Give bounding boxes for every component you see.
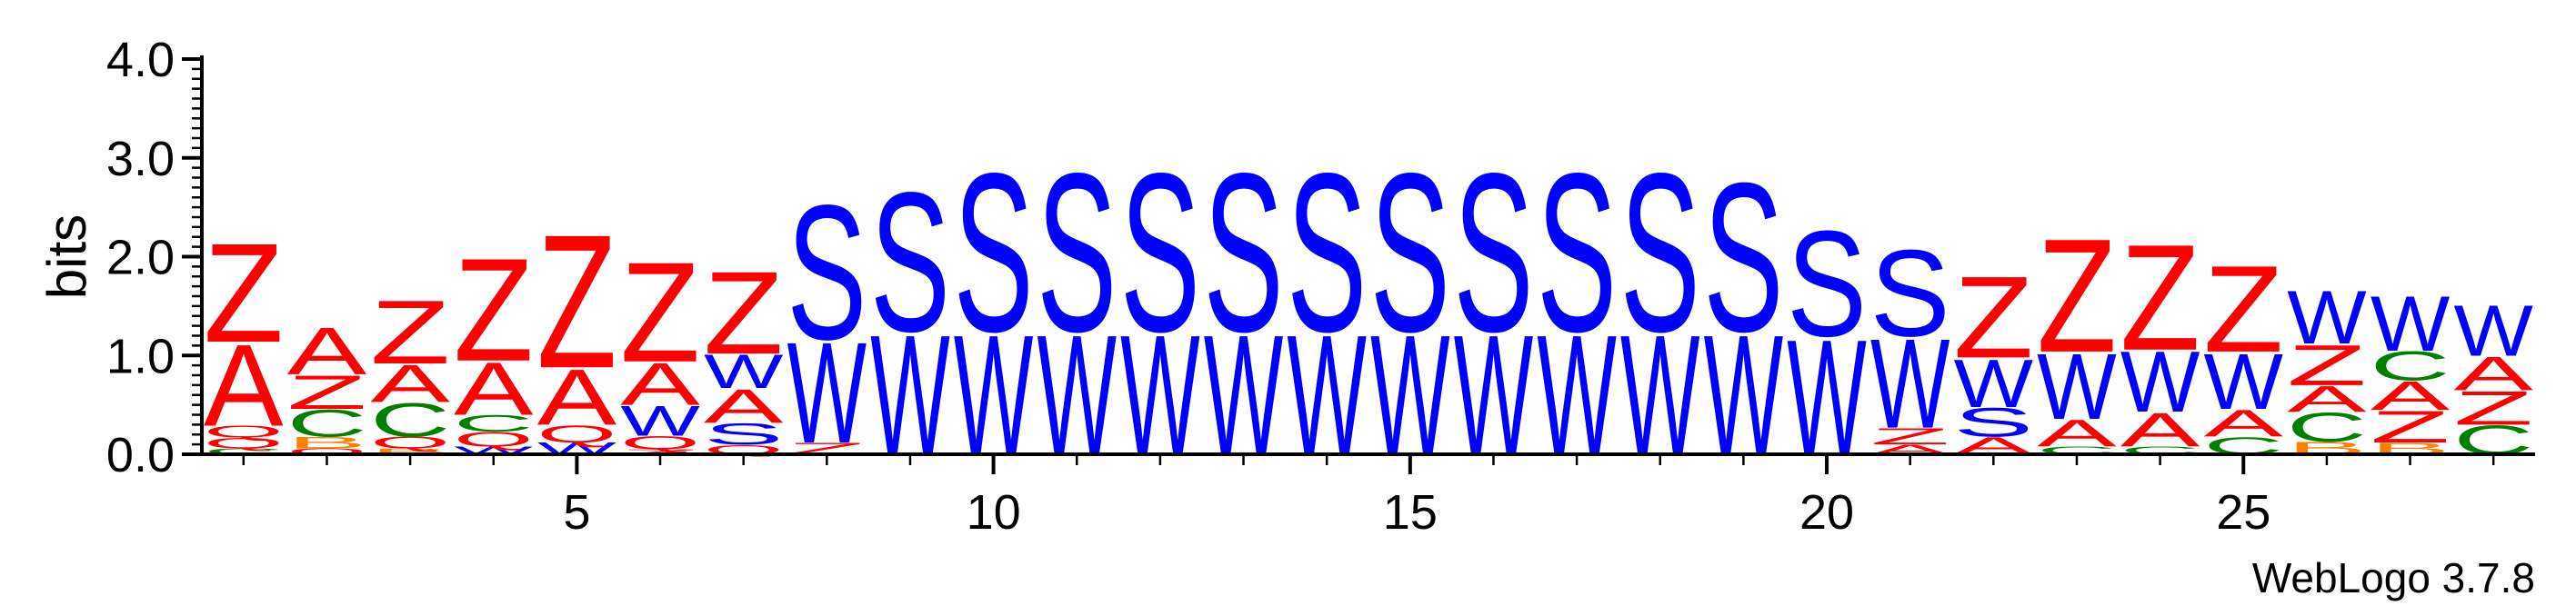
logo-letter-a: A: [2453, 347, 2533, 401]
logo-letter-a: A: [287, 313, 367, 389]
logo-letter-z: Z: [204, 214, 284, 372]
logo-letter-s: S: [1453, 127, 1533, 379]
logo-letter-s: S: [1120, 127, 1200, 379]
logo-letter-a: A: [204, 320, 284, 451]
x-tick-label: 10: [967, 485, 1021, 540]
logo-letter-s: S: [1870, 225, 1950, 363]
logo-letter-w: W: [1954, 345, 2034, 422]
y-tick-label: 2.0: [106, 231, 175, 285]
logo-letter-q: Q: [286, 447, 366, 456]
x-tick-label: 20: [1799, 485, 1854, 540]
logo-letter-w: W: [2037, 333, 2116, 439]
logo-letter-q: Q: [536, 421, 616, 448]
y-tick-label: 4.0: [106, 33, 175, 87]
logo-letter-s: S: [1787, 199, 1867, 368]
logo-letter-c: C: [2371, 343, 2451, 389]
logo-letter-c: C: [454, 411, 534, 437]
logo-letter-z: Z: [286, 365, 366, 419]
logo-letter-a: A: [370, 353, 450, 413]
logo-letter-z: Z: [2120, 213, 2200, 382]
logo-letter-a: A: [620, 351, 700, 418]
y-axis-ticks: 0.0 1.0 2.0 3.0 4.0: [106, 33, 202, 482]
logo-letter-q: Q: [370, 433, 450, 452]
logo-letter-q: Q: [454, 428, 534, 451]
logo-letter-a: A: [537, 353, 617, 442]
logo-letter-z: Z: [536, 195, 616, 408]
x-tick-label: 5: [563, 485, 590, 540]
x-tick-label: 15: [1383, 485, 1438, 540]
logo-letter-c: C: [286, 402, 366, 444]
logo-letter-z: Z: [370, 283, 450, 383]
logo-letter-a: A: [704, 380, 784, 433]
logo-letter-s: S: [870, 152, 950, 374]
logo-letter-c: C: [370, 393, 450, 447]
axes: 0.0 1.0 2.0 3.0 4.0 5 10 15 20 25: [106, 33, 2535, 540]
logo-letter-z: Z: [2037, 205, 2117, 386]
logo-letter-w: W: [704, 344, 783, 398]
logo-letter-w: W: [2371, 280, 2451, 367]
x-axis-ticks: 5 10 15 20 25: [242, 454, 2495, 540]
logo-letter-z: Z: [2371, 402, 2451, 452]
logo-letter-a: A: [2287, 378, 2367, 420]
logo-letter-w: W: [620, 397, 699, 444]
logo-letter-z: Z: [2453, 382, 2533, 435]
logo-letter-s: S: [1370, 127, 1450, 379]
logo-letter-s: S: [1703, 139, 1783, 376]
y-tick-label: 3.0: [106, 132, 175, 186]
x-tick-label: 25: [2216, 485, 2270, 540]
logo-letter-s: S: [1537, 127, 1617, 379]
logo-letter-c: C: [204, 447, 284, 456]
logo-letter-z: Z: [704, 248, 784, 380]
logo-letter-s: S: [1037, 127, 1117, 379]
logo-letter-s: S: [954, 127, 1034, 379]
logo-letters: CQQAZQBCZABQCAZWQCAZWQAZZQWAZQSAWZZWSWSW…: [204, 127, 2533, 491]
logo-letter-w: W: [2453, 291, 2533, 372]
logo-letter-s: S: [1620, 127, 1700, 379]
weblogo-credit: WebLogo 3.7.8: [2252, 554, 2535, 601]
logo-letter-z: Z: [1870, 423, 1950, 450]
logo-letter-a: A: [2371, 373, 2451, 419]
y-tick-label: 0.0: [106, 428, 175, 482]
logo-letter-q: Q: [204, 435, 284, 452]
logo-letter-w: W: [2287, 275, 2366, 360]
logo-letter-w: W: [787, 312, 867, 473]
logo-letter-w: W: [1870, 313, 1950, 455]
logo-letter-s: S: [787, 165, 867, 380]
logo-letter-a: A: [2203, 402, 2283, 444]
y-axis-label: bits: [36, 214, 97, 299]
logo-letter-c: C: [2287, 404, 2367, 450]
logo-letter-s: S: [1953, 400, 2033, 446]
logo-letter-z: Z: [1953, 253, 2033, 382]
logo-letter-q: Q: [204, 422, 284, 441]
logo-letter-z: Z: [620, 448, 700, 455]
logo-letter-a: A: [2037, 412, 2117, 454]
logo-letter-w: W: [2120, 333, 2200, 430]
logo-letter-s: S: [1287, 127, 1367, 379]
logo-letter-s: S: [704, 417, 784, 451]
logo-letter-w: W: [2204, 337, 2283, 426]
logo-letter-s: S: [1204, 127, 1284, 379]
logo-letter-a: A: [2120, 403, 2200, 457]
logo-letter-q: Q: [620, 432, 700, 454]
logo-letter-z: Z: [454, 228, 534, 392]
y-tick-label: 1.0: [106, 329, 175, 383]
logo-letter-b: B: [286, 433, 366, 452]
logo-letter-z: Z: [2287, 333, 2367, 397]
logo-letter-z: Z: [2203, 240, 2283, 378]
logo-letter-b: B: [370, 447, 450, 456]
logo-letter-a: A: [454, 347, 534, 431]
logo-letter-z: Z: [620, 233, 700, 392]
